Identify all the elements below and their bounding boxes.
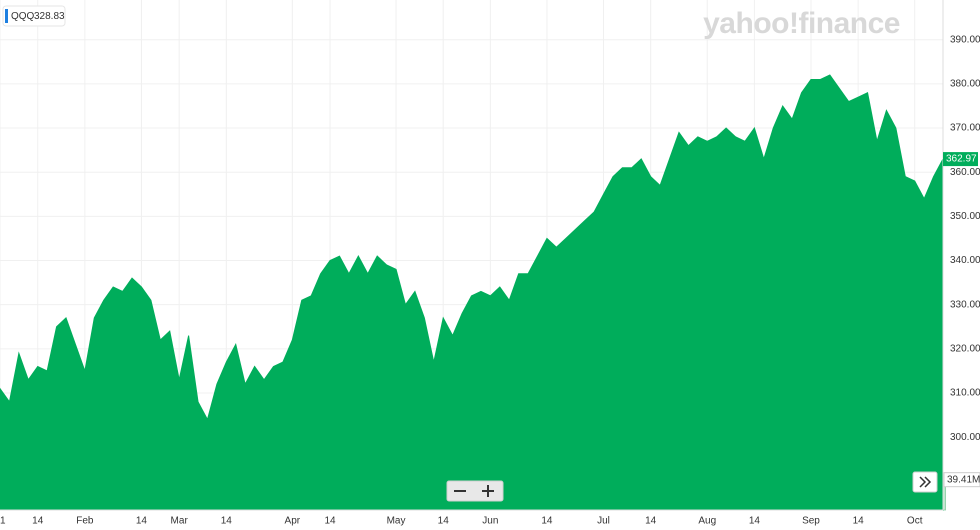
x-tick-label: May bbox=[387, 516, 406, 527]
legend-symbol: QQQ bbox=[11, 11, 35, 22]
y-tick-label: 320.00 bbox=[950, 343, 980, 354]
scroll-right-button[interactable] bbox=[912, 471, 938, 493]
x-tick-label: Oct bbox=[907, 516, 923, 527]
last-price-tag bbox=[943, 152, 978, 167]
x-tick-label: 14 bbox=[541, 516, 553, 527]
legend: QQQ 328.83 bbox=[2, 5, 66, 27]
zoom-controls bbox=[446, 480, 504, 502]
x-tick-label: Jul bbox=[597, 516, 610, 527]
x-tick-label: 14 bbox=[32, 516, 44, 527]
x-tick-label: Aug bbox=[698, 516, 716, 527]
x-tick-label: Jun bbox=[482, 516, 498, 527]
price-area bbox=[0, 74, 944, 511]
y-tick-label: 380.00 bbox=[950, 79, 980, 90]
y-tick-label: 300.00 bbox=[950, 432, 980, 443]
y-tick-label: 340.00 bbox=[950, 255, 980, 266]
x-tick-label: 14 bbox=[136, 516, 148, 527]
x-tick-label: 21 bbox=[0, 516, 6, 527]
volume-label: 39.41M bbox=[947, 474, 980, 485]
volume-label-box bbox=[943, 472, 980, 488]
y-tick-label: 390.00 bbox=[950, 34, 980, 45]
x-tick-label: 14 bbox=[324, 516, 336, 527]
legend-value: 328.83 bbox=[34, 11, 65, 22]
y-tick-label: 360.00 bbox=[950, 167, 980, 178]
x-tick-label: 14 bbox=[438, 516, 450, 527]
y-tick-label: 350.00 bbox=[950, 211, 980, 222]
x-tick-label: Feb bbox=[76, 516, 94, 527]
legend-box bbox=[2, 5, 66, 27]
y-tick-label: 370.00 bbox=[950, 123, 980, 134]
x-tick-label: Apr bbox=[285, 516, 301, 527]
y-tick-label: 310.00 bbox=[950, 388, 980, 399]
x-tick-label: Sep bbox=[802, 516, 820, 527]
last-price-label: 362.97 bbox=[946, 154, 977, 165]
zoom-in-button[interactable] bbox=[482, 485, 494, 497]
x-tick-label: 14 bbox=[221, 516, 233, 527]
logo: yahoo!finance bbox=[703, 7, 900, 40]
x-tick-label: 14 bbox=[645, 516, 657, 527]
legend-swatch bbox=[5, 9, 8, 23]
x-tick-label: 14 bbox=[749, 516, 761, 527]
y-tick-label: 330.00 bbox=[950, 299, 980, 310]
price-layer bbox=[0, 74, 944, 511]
x-tick-label: Mar bbox=[171, 516, 189, 527]
x-tick-label: 14 bbox=[853, 516, 865, 527]
